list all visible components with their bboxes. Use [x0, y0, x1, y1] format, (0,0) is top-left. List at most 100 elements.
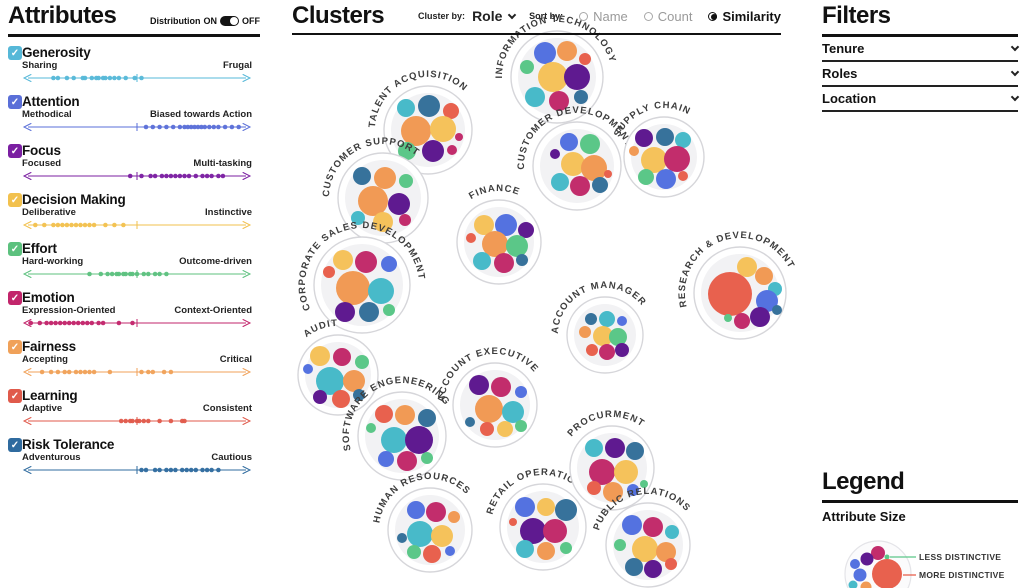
attribute-left-label: Expression-Oriented: [22, 305, 116, 316]
attribute-bubble: [351, 211, 365, 225]
attribute-checkbox[interactable]: ✓: [8, 242, 22, 256]
attribute-checkbox[interactable]: ✓: [8, 95, 22, 109]
attribute-bubble: [641, 147, 667, 173]
attribute-bubble: [516, 254, 528, 266]
attribute-checkbox[interactable]: ✓: [8, 144, 22, 158]
attribute-right-label: Critical: [219, 354, 252, 365]
attribute-bubble: [388, 193, 410, 215]
attribute-bubble: [418, 95, 440, 117]
attribute-bubble: [475, 395, 503, 423]
cluster-account-executive[interactable]: ACCOUNT EXECUTIVE: [436, 346, 546, 448]
sort-option-count[interactable]: Count: [643, 9, 692, 24]
attributes-title: Attributes: [8, 2, 117, 29]
clusters-title: Clusters: [292, 2, 385, 29]
attribute-bubble: [368, 278, 394, 304]
attribute-checkbox[interactable]: ✓: [8, 340, 22, 354]
attribute-bubble: [537, 498, 555, 516]
sort-option-similarity[interactable]: Similarity: [708, 9, 781, 24]
attribute-bubble: [557, 41, 577, 61]
attribute-bubble: [497, 421, 513, 437]
attribute-right-label: Context-Oriented: [174, 305, 252, 316]
attribute-name: Attention: [22, 94, 80, 109]
cluster-customer-development[interactable]: CUSTOMER DEVELOPMENT: [516, 105, 634, 211]
attribute-checkbox[interactable]: ✓: [8, 46, 22, 60]
attribute-bubble: [407, 521, 433, 547]
attribute-bubble: [627, 484, 639, 496]
attribute-bubble: [520, 518, 546, 544]
attribute-bubble: [423, 545, 441, 563]
cluster-supply-chain[interactable]: SUPPLY CHAIN: [612, 100, 713, 198]
attribute-bubble: [604, 170, 612, 178]
attribute-bubble: [495, 214, 517, 236]
attribute-bubble: [359, 302, 379, 322]
attribute-bubble: [678, 171, 688, 181]
attribute-bubble: [581, 155, 607, 181]
attribute-bubble: [445, 546, 455, 556]
attribute-bubble: [656, 169, 676, 189]
attribute-distribution-strip: [22, 417, 252, 425]
attribute-bubble: [629, 146, 639, 156]
radio-icon: [643, 11, 653, 21]
attribute-bubble: [358, 186, 388, 216]
attribute-left-label: Focused: [22, 158, 62, 169]
attribute-bubble: [675, 132, 691, 148]
attribute-checkbox[interactable]: ✓: [8, 389, 22, 403]
sort-option-name[interactable]: Name: [579, 9, 628, 24]
filter-tenure[interactable]: Tenure: [822, 37, 1020, 62]
attribute-bubble: [518, 222, 534, 238]
legend-title: Legend: [822, 468, 1018, 503]
attribute-bubble: [333, 348, 351, 366]
attribute-row-fairness: ✓ Fairness Accepting Critical: [8, 339, 260, 381]
attribute-bubble: [469, 375, 489, 395]
attribute-pole-labels: Methodical Biased towards Action: [22, 109, 252, 120]
cluster-customer-support[interactable]: CUSTOMER SUPPORT: [321, 136, 437, 245]
filters-panel: Filters Tenure Roles Location: [822, 2, 1020, 112]
attribute-bubble: [640, 480, 648, 488]
attribute-bubble: [399, 174, 413, 188]
attribute-bubble: [473, 252, 491, 270]
attribute-bubble: [665, 525, 679, 539]
attribute-bubble: [366, 423, 376, 433]
attribute-name: Emotion: [22, 290, 75, 305]
attribute-bubble: [592, 177, 608, 193]
attribute-bubble: [534, 42, 556, 64]
attribute-bubble: [587, 481, 601, 495]
attribute-bubble: [355, 251, 377, 273]
legend-panel: Legend Attribute Size LESS DISTINCTIVE MO…: [822, 468, 1018, 588]
attribute-checkbox[interactable]: ✓: [8, 291, 22, 305]
attribute-checkbox[interactable]: ✓: [8, 438, 22, 452]
filter-rows: Tenure Roles Location: [822, 37, 1020, 112]
attribute-bubble: [551, 173, 569, 191]
sort-option-label: Similarity: [722, 8, 781, 24]
legend-subtitle: Attribute Size: [822, 509, 906, 524]
attribute-left-label: Adventurous: [22, 452, 81, 463]
cluster-procurment[interactable]: PROCURMENT: [561, 409, 663, 511]
cluster-retail-operations[interactable]: RETAIL OPERATIONS: [485, 467, 595, 571]
distribution-toggle[interactable]: [220, 16, 239, 26]
attribute-name: Decision Making: [22, 192, 126, 207]
cluster-corporate-sales-development[interactable]: CORPORATE SALES DEVELOPMENT: [297, 220, 427, 334]
cluster-by-dropdown[interactable]: Role: [472, 8, 517, 24]
attribute-bubble: [333, 250, 353, 270]
attribute-right-label: Multi-tasking: [193, 158, 252, 169]
attribute-bubble: [772, 305, 782, 315]
attribute-bubble: [537, 542, 555, 560]
attribute-bubble: [561, 152, 585, 176]
attribute-bubble: [622, 515, 642, 535]
cluster-finance[interactable]: FINANCE: [448, 183, 550, 285]
cluster-account-manager[interactable]: ACCOUNT MANAGER: [550, 280, 652, 374]
attribute-bubble: [355, 355, 369, 369]
attribute-bubble: [755, 267, 773, 285]
attribute-bubble: [543, 519, 567, 543]
filter-location[interactable]: Location: [822, 87, 1020, 112]
attribute-checkbox[interactable]: ✓: [8, 193, 22, 207]
attribute-bubble: [564, 64, 590, 90]
cluster-research-development[interactable]: RESEARCH & DEVELOPMENT: [677, 230, 797, 340]
chevron-down-icon: [1010, 42, 1020, 52]
attribute-bubble: [447, 145, 457, 155]
cluster-human-resources[interactable]: HUMAN RESOURCES: [371, 471, 481, 573]
cluster-information-technology[interactable]: INFORMATION TECHNOLOGY: [494, 14, 618, 124]
cluster-audit[interactable]: AUDIT: [289, 318, 387, 416]
filter-roles[interactable]: Roles: [822, 62, 1020, 87]
